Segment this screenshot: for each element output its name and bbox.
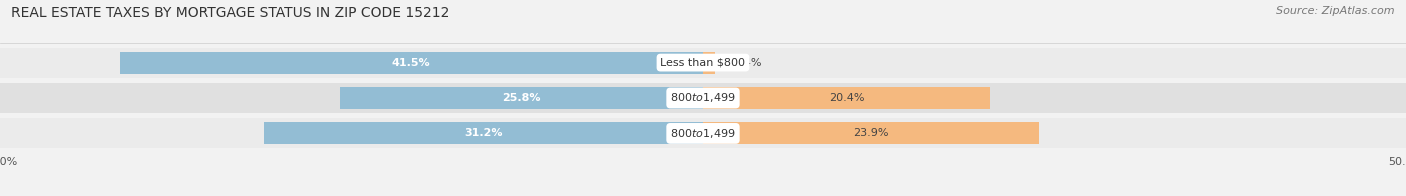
Bar: [120, 52, 703, 74]
Text: $800 to $1,499: $800 to $1,499: [671, 127, 735, 140]
Bar: [703, 52, 714, 74]
Bar: [0, 83, 1406, 113]
Bar: [703, 122, 1039, 144]
Bar: [703, 87, 990, 109]
Bar: [264, 122, 703, 144]
Text: 31.2%: 31.2%: [464, 128, 503, 138]
Text: 23.9%: 23.9%: [853, 128, 889, 138]
Text: Less than $800: Less than $800: [661, 58, 745, 68]
Text: 0.84%: 0.84%: [725, 58, 762, 68]
Text: 25.8%: 25.8%: [502, 93, 541, 103]
Bar: [0, 48, 1406, 78]
Text: REAL ESTATE TAXES BY MORTGAGE STATUS IN ZIP CODE 15212: REAL ESTATE TAXES BY MORTGAGE STATUS IN …: [11, 6, 450, 20]
Bar: [0, 118, 1406, 148]
Text: 20.4%: 20.4%: [828, 93, 865, 103]
Text: $800 to $1,499: $800 to $1,499: [671, 92, 735, 104]
Text: Source: ZipAtlas.com: Source: ZipAtlas.com: [1277, 6, 1395, 16]
Text: 41.5%: 41.5%: [392, 58, 430, 68]
Bar: [340, 87, 703, 109]
